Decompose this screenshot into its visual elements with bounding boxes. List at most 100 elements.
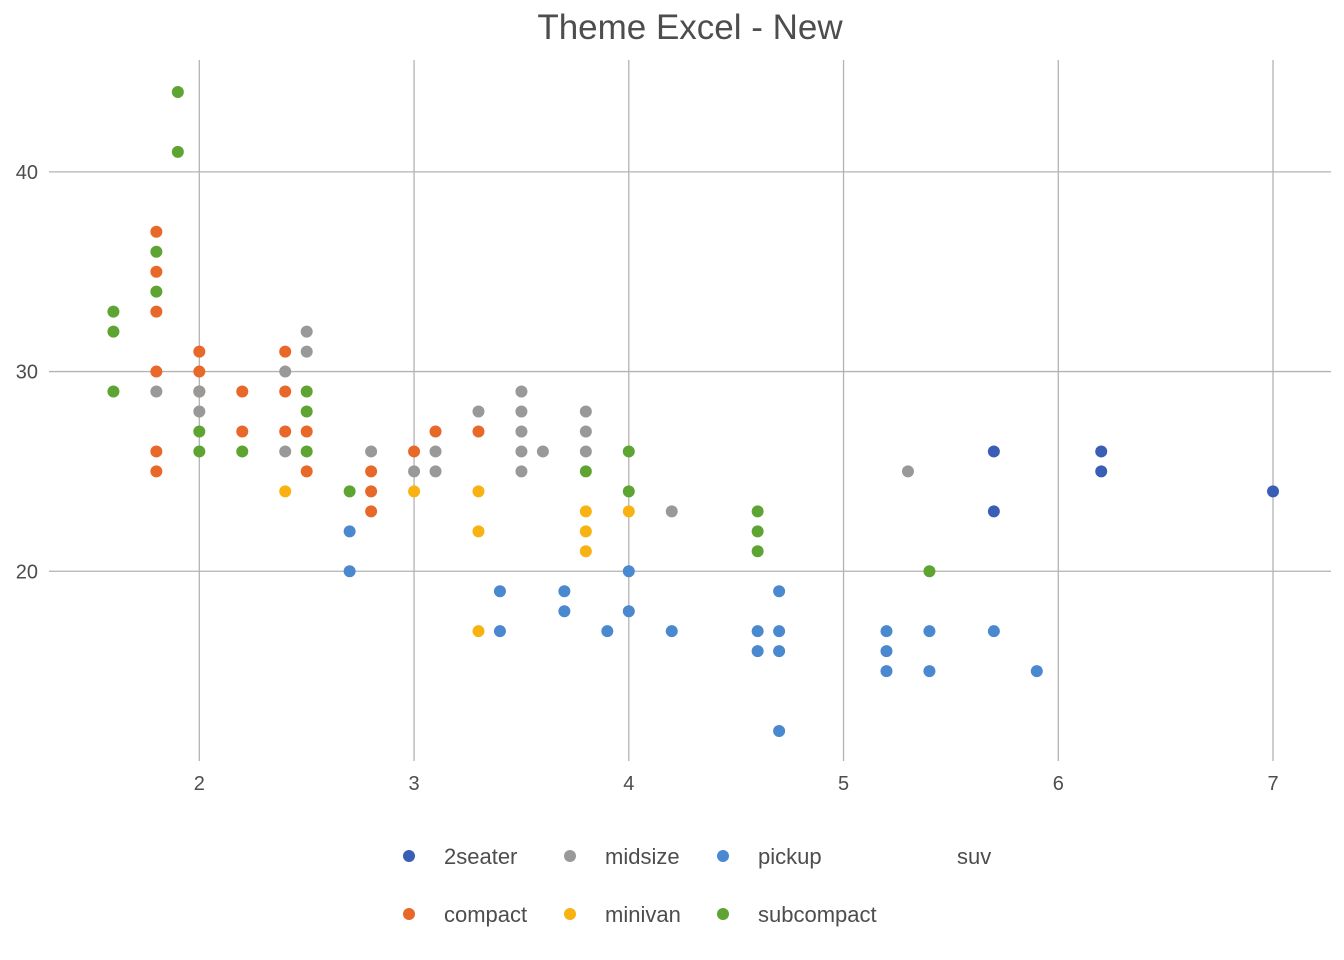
data-point-midsize bbox=[472, 405, 485, 418]
data-point-midsize bbox=[579, 445, 592, 458]
legend-label-compact: compact bbox=[444, 902, 527, 927]
data-point-compact bbox=[150, 365, 163, 378]
data-point-pickup bbox=[773, 725, 786, 738]
data-point-pickup bbox=[773, 645, 786, 658]
legend: 2seater midsize pickup suv compact minivan sub… bbox=[403, 844, 991, 927]
data-point-midsize bbox=[429, 465, 442, 478]
data-point-minivan bbox=[579, 545, 592, 558]
data-point-minivan bbox=[472, 485, 485, 498]
data-point-pickup bbox=[493, 585, 506, 598]
data-point-minivan bbox=[622, 505, 635, 518]
data-point-midsize bbox=[429, 445, 442, 458]
data-point-compact bbox=[193, 365, 206, 378]
data-point-minivan bbox=[472, 625, 485, 638]
tick-labels: 2 3 4 5 6 7 20 30 40 bbox=[16, 162, 1279, 795]
legend-label-suv: suv bbox=[957, 844, 991, 869]
x-tick-label: 5 bbox=[838, 773, 849, 795]
x-tick-label: 7 bbox=[1267, 773, 1278, 795]
data-point-subcompact bbox=[751, 505, 764, 518]
legend-key-subcompact bbox=[717, 908, 729, 920]
data-point-midsize bbox=[365, 445, 378, 458]
legend-label-2seater: 2seater bbox=[444, 844, 517, 869]
data-point-compact bbox=[365, 465, 378, 478]
data-point-compact bbox=[279, 345, 292, 358]
data-point-subcompact bbox=[150, 245, 163, 258]
data-point-midsize bbox=[665, 505, 678, 518]
data-point-midsize bbox=[193, 405, 206, 418]
chart-title: Theme Excel - New bbox=[537, 8, 843, 47]
y-tick-label: 20 bbox=[16, 561, 38, 583]
data-point-subcompact bbox=[751, 545, 764, 558]
data-point-midsize bbox=[515, 445, 528, 458]
data-point-minivan bbox=[579, 525, 592, 538]
data-point-subcompact bbox=[300, 385, 313, 398]
data-point-compact bbox=[150, 445, 163, 458]
legend-key-compact bbox=[403, 908, 415, 920]
data-point-compact bbox=[279, 385, 292, 398]
data-point-subcompact bbox=[107, 385, 120, 398]
data-point-midsize bbox=[193, 385, 206, 398]
data-point-minivan bbox=[472, 525, 485, 538]
data-point-compact bbox=[236, 385, 249, 398]
data-point-midsize bbox=[150, 385, 163, 398]
data-point-compact bbox=[236, 425, 249, 438]
data-point-midsize bbox=[279, 365, 292, 378]
data-point-midsize bbox=[300, 345, 313, 358]
data-point-pickup bbox=[923, 625, 936, 638]
legend-label-midsize: midsize bbox=[605, 844, 680, 869]
data-point-minivan bbox=[279, 485, 292, 498]
data-point-subcompact bbox=[193, 445, 206, 458]
legend-key-suv bbox=[916, 850, 928, 862]
data-point-compact bbox=[365, 505, 378, 518]
data-point-pickup bbox=[751, 645, 764, 658]
data-point-2seater bbox=[1267, 485, 1280, 498]
data-point-compact bbox=[150, 465, 163, 478]
data-point-subcompact bbox=[622, 445, 635, 458]
data-point-midsize bbox=[300, 325, 313, 338]
data-point-2seater bbox=[1095, 445, 1108, 458]
data-point-subcompact bbox=[300, 405, 313, 418]
data-point-pickup bbox=[987, 625, 1000, 638]
data-point-2seater bbox=[987, 505, 1000, 518]
data-point-subcompact bbox=[171, 85, 184, 98]
data-point-pickup bbox=[343, 565, 356, 578]
data-point-midsize bbox=[515, 425, 528, 438]
data-point-midsize bbox=[408, 465, 421, 478]
data-point-pickup bbox=[558, 605, 571, 618]
data-point-subcompact bbox=[236, 445, 249, 458]
data-point-subcompact bbox=[622, 485, 635, 498]
legend-label-pickup: pickup bbox=[758, 844, 822, 869]
legend-label-subcompact: subcompact bbox=[758, 902, 877, 927]
data-point-compact bbox=[279, 425, 292, 438]
data-point-midsize bbox=[579, 425, 592, 438]
data-point-subcompact bbox=[193, 425, 206, 438]
data-point-pickup bbox=[343, 525, 356, 538]
x-tick-label: 3 bbox=[408, 773, 419, 795]
data-point-pickup bbox=[1030, 665, 1043, 678]
data-point-midsize bbox=[515, 385, 528, 398]
data-point-pickup bbox=[773, 585, 786, 598]
data-point-pickup bbox=[751, 625, 764, 638]
legend-key-pickup bbox=[717, 850, 729, 862]
x-tick-label: 4 bbox=[623, 773, 634, 795]
legend-key-minivan bbox=[564, 908, 576, 920]
data-point-2seater bbox=[1095, 465, 1108, 478]
data-point-compact bbox=[472, 425, 485, 438]
data-point-pickup bbox=[622, 565, 635, 578]
data-point-pickup bbox=[773, 625, 786, 638]
data-point-compact bbox=[150, 265, 163, 278]
data-point-midsize bbox=[901, 465, 914, 478]
legend-key-midsize bbox=[564, 850, 576, 862]
y-tick-label: 30 bbox=[16, 362, 38, 384]
data-point-compact bbox=[300, 425, 313, 438]
data-point-compact bbox=[365, 485, 378, 498]
data-point-pickup bbox=[880, 645, 893, 658]
data-point-pickup bbox=[880, 625, 893, 638]
data-point-midsize bbox=[515, 405, 528, 418]
data-point-pickup bbox=[665, 625, 678, 638]
data-point-compact bbox=[150, 305, 163, 318]
data-point-minivan bbox=[408, 485, 421, 498]
data-point-compact bbox=[408, 445, 421, 458]
